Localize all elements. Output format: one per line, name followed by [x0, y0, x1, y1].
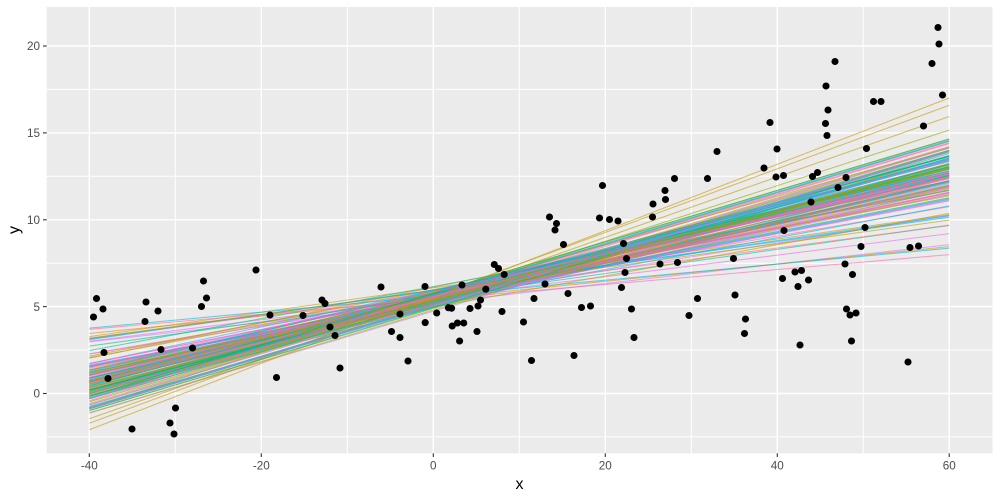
svg-text:10: 10 [27, 214, 41, 227]
svg-text:-20: -20 [253, 460, 270, 473]
svg-text:20: 20 [599, 460, 613, 473]
svg-text:5: 5 [33, 301, 40, 314]
svg-text:y: y [6, 226, 23, 234]
svg-text:15: 15 [27, 127, 41, 140]
svg-text:0: 0 [33, 388, 40, 401]
svg-text:40: 40 [771, 460, 785, 473]
svg-text:20: 20 [27, 40, 41, 53]
svg-text:-40: -40 [81, 460, 98, 473]
svg-text:x: x [516, 476, 524, 493]
svg-text:0: 0 [430, 460, 437, 473]
svg-text:60: 60 [943, 460, 957, 473]
